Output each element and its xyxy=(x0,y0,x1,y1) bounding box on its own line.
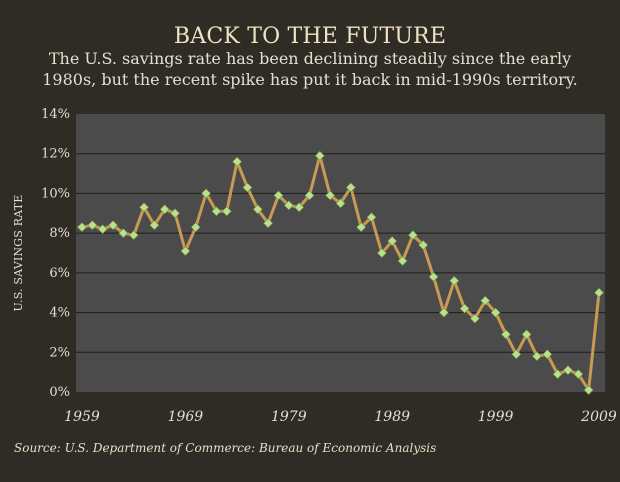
x-tick-label: 1989 xyxy=(374,409,410,425)
data-point xyxy=(335,198,346,209)
data-point xyxy=(294,202,305,213)
y-tick-label: 6% xyxy=(49,266,70,281)
x-axis-ticks: 1959 1969 1979 1989 1999 2009 xyxy=(64,409,617,425)
x-tick-label: 1959 xyxy=(64,409,100,425)
data-point xyxy=(563,365,573,376)
data-point xyxy=(87,220,98,231)
data-point xyxy=(490,307,501,318)
data-point xyxy=(480,295,491,306)
data-point xyxy=(325,190,336,201)
y-tick-label: 12% xyxy=(41,147,70,162)
y-axis-ticks: 0% 2% 4% 6% 8% 10% 12% 14% xyxy=(41,107,70,400)
data-point xyxy=(118,228,129,239)
data-point xyxy=(573,369,584,380)
y-tick-label: 2% xyxy=(49,345,70,360)
data-point xyxy=(139,202,149,213)
data-point xyxy=(552,369,563,380)
source-note: Source: U.S. Department of Commerce: Bur… xyxy=(14,441,437,455)
data-point xyxy=(252,204,263,215)
data-point xyxy=(438,307,449,318)
data-point xyxy=(190,222,201,233)
data-point xyxy=(376,248,387,258)
data-point xyxy=(387,236,398,247)
data-point xyxy=(232,156,243,167)
grid-lines xyxy=(76,153,605,353)
y-tick-label: 4% xyxy=(49,306,70,321)
data-point xyxy=(77,222,87,233)
data-point xyxy=(211,206,222,217)
data-point xyxy=(366,212,377,223)
data-point xyxy=(397,256,408,266)
data-point xyxy=(345,182,356,193)
data-point xyxy=(128,230,139,241)
data-point xyxy=(201,188,212,199)
data-point xyxy=(428,271,439,282)
plot-area xyxy=(76,114,605,392)
y-tick-label: 14% xyxy=(41,107,70,122)
data-point xyxy=(180,246,191,256)
x-tick-label: 2009 xyxy=(580,409,617,425)
data-point xyxy=(542,349,553,360)
data-point xyxy=(418,240,429,250)
y-tick-label: 0% xyxy=(49,385,70,400)
x-tick-label: 1979 xyxy=(271,409,307,425)
data-point xyxy=(273,190,284,201)
data-point xyxy=(149,220,160,231)
y-tick-label: 10% xyxy=(41,186,70,201)
data-point xyxy=(221,206,232,217)
y-tick-label: 8% xyxy=(49,226,70,241)
data-point xyxy=(501,329,511,340)
data-point xyxy=(469,313,480,324)
data-point xyxy=(242,182,253,193)
data-point xyxy=(459,303,470,314)
data-point xyxy=(356,222,367,233)
data-point xyxy=(532,351,542,362)
data-point xyxy=(521,329,532,340)
y-axis-label: U.S. SAVINGS RATE xyxy=(12,195,25,312)
data-point xyxy=(97,224,108,235)
data-point xyxy=(170,208,180,219)
data-point xyxy=(407,230,418,241)
data-point xyxy=(511,349,522,360)
data-point xyxy=(159,204,170,215)
chart-subtitle: The U.S. savings rate has been declining… xyxy=(42,49,578,89)
data-point xyxy=(108,220,118,231)
series-savings-rate xyxy=(77,150,604,395)
data-point xyxy=(449,275,460,286)
data-point xyxy=(583,385,594,395)
data-point xyxy=(283,200,294,211)
data-point xyxy=(263,218,274,229)
data-point xyxy=(594,287,604,298)
data-point xyxy=(304,190,315,201)
x-tick-label: 1969 xyxy=(168,409,204,425)
data-point xyxy=(314,150,325,161)
chart-title: BACK TO THE FUTURE xyxy=(173,24,447,49)
x-tick-label: 1999 xyxy=(478,409,514,425)
